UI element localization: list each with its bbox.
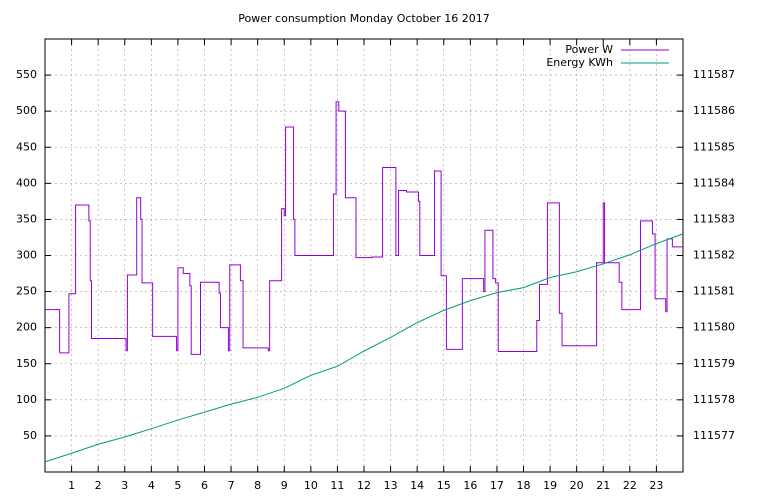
x-tick-label: 5	[174, 479, 181, 492]
y2-tick-label: 111579	[693, 357, 735, 370]
x-tick-label: 11	[330, 479, 344, 492]
y2-tick-label: 111587	[693, 68, 735, 81]
y-tick-label: 250	[16, 285, 37, 298]
y-tick-label: 350	[16, 212, 37, 225]
x-tick-label: 1	[68, 479, 75, 492]
x-tick-label: 16	[463, 479, 477, 492]
y-tick-label: 150	[16, 357, 37, 370]
y-tick-label: 300	[16, 249, 37, 262]
series-line	[45, 101, 683, 355]
x-tick-label: 10	[304, 479, 318, 492]
x-tick-label: 7	[228, 479, 235, 492]
x-tick-label: 21	[596, 479, 610, 492]
x-tick-label: 6	[201, 479, 208, 492]
x-tick-label: 3	[121, 479, 128, 492]
x-tick-label: 2	[95, 479, 102, 492]
x-tick-label: 17	[490, 479, 504, 492]
chart-title: Power consumption Monday October 16 2017	[238, 12, 489, 25]
x-tick-label: 20	[570, 479, 584, 492]
x-tick-label: 14	[410, 479, 424, 492]
y2-tick-label: 111581	[693, 285, 735, 298]
y-tick-label: 450	[16, 140, 37, 153]
x-tick-label: 4	[148, 479, 155, 492]
y-tick-label: 400	[16, 176, 37, 189]
x-tick-label: 13	[384, 479, 398, 492]
x-tick-label: 19	[543, 479, 557, 492]
y2-tick-label: 111584	[693, 176, 735, 189]
x-tick-label: 18	[517, 479, 531, 492]
y-tick-label: 550	[16, 68, 37, 81]
x-tick-label: 15	[437, 479, 451, 492]
x-tick-label: 12	[357, 479, 371, 492]
y-tick-label: 500	[16, 104, 37, 117]
legend-label: Power W	[565, 43, 613, 56]
y2-tick-label: 111582	[693, 249, 735, 262]
x-tick-label: 22	[623, 479, 637, 492]
y2-tick-label: 111586	[693, 104, 735, 117]
plot-frame	[44, 38, 684, 473]
y2-tick-label: 111578	[693, 393, 735, 406]
y-tick-label: 50	[23, 429, 37, 442]
x-tick-label: 23	[649, 479, 663, 492]
series-line	[44, 233, 684, 463]
y2-tick-label: 111583	[693, 212, 735, 225]
y2-tick-label: 111577	[693, 429, 735, 442]
y2-tick-label: 111580	[693, 321, 735, 334]
y2-tick-label: 111585	[693, 140, 735, 153]
y-tick-label: 100	[16, 393, 37, 406]
y-tick-label: 200	[16, 321, 37, 334]
x-tick-label: 8	[254, 479, 261, 492]
x-tick-label: 9	[281, 479, 288, 492]
legend-label: Energy KWh	[546, 56, 613, 69]
